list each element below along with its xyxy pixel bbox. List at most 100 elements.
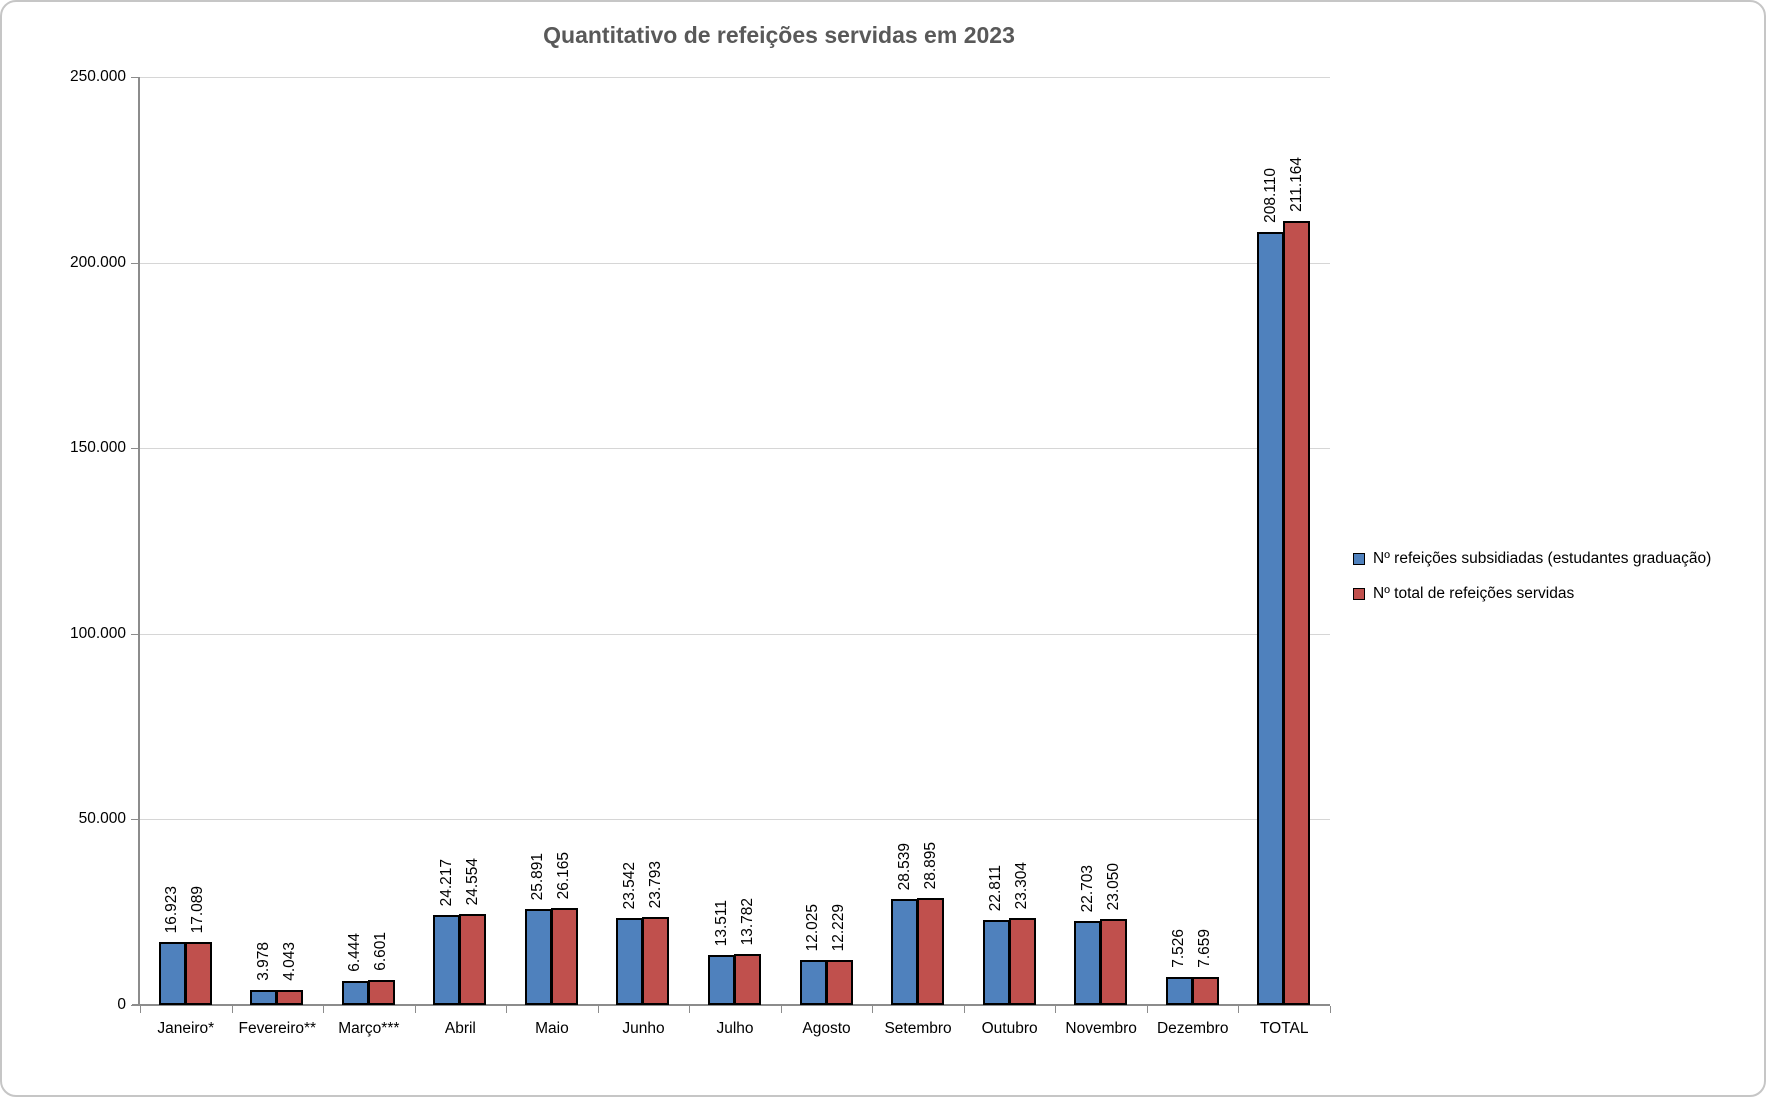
- bar-value-label-total-1: 17.089: [188, 885, 206, 933]
- x-axis-tick: [689, 1006, 690, 1013]
- bar-subsidiadas-13[interactable]: [1257, 232, 1284, 1005]
- bar-total-13[interactable]: [1283, 221, 1310, 1005]
- bar-total-8[interactable]: [826, 960, 853, 1005]
- x-axis-tick: [1330, 1006, 1331, 1013]
- x-axis-line: [132, 1004, 1330, 1006]
- gridline: [140, 634, 1330, 635]
- legend-swatch-red-icon: [1353, 588, 1365, 600]
- bar-value-label-subsidiadas-7: 13.511: [712, 899, 730, 946]
- x-category-label: Maio: [535, 1020, 569, 1037]
- bar-value-label-subsidiadas-1: 16.923: [162, 885, 180, 933]
- bar-value-label-total-13: 211.164: [1287, 157, 1305, 212]
- x-category-label: TOTAL: [1259, 1020, 1309, 1037]
- bar-value-label-total-2: 4.043: [280, 942, 298, 981]
- bar-value-label-subsidiadas-5: 25.891: [528, 852, 546, 900]
- bar-total-7[interactable]: [734, 954, 761, 1005]
- bar-subsidiadas-11[interactable]: [1074, 921, 1101, 1005]
- x-axis-tick: [232, 1006, 233, 1013]
- bar-value-label-subsidiadas-13: 208.110: [1261, 168, 1279, 223]
- bar-value-label-subsidiadas-2: 3.978: [254, 942, 272, 981]
- x-category-label: Março***: [338, 1020, 400, 1037]
- x-category-label: Fevereiro**: [238, 1020, 317, 1037]
- bar-subsidiadas-6[interactable]: [616, 918, 643, 1005]
- bar-subsidiadas-12[interactable]: [1166, 977, 1193, 1005]
- x-category-label: Outubro: [981, 1020, 1038, 1037]
- x-axis-tick: [781, 1006, 782, 1013]
- y-axis-label: 0: [117, 996, 126, 1013]
- bar-total-4[interactable]: [459, 914, 486, 1005]
- y-axis-label: 200.000: [69, 254, 126, 271]
- bar-total-6[interactable]: [642, 917, 669, 1005]
- bar-subsidiadas-8[interactable]: [800, 960, 827, 1005]
- x-category-label: Julho: [716, 1020, 754, 1037]
- bar-value-label-subsidiadas-11: 22.703: [1078, 864, 1096, 912]
- x-axis-tick: [1147, 1006, 1148, 1013]
- x-axis-tick: [872, 1006, 873, 1013]
- bar-total-9[interactable]: [917, 898, 944, 1005]
- bar-subsidiadas-4[interactable]: [433, 915, 460, 1005]
- bar-subsidiadas-5[interactable]: [525, 909, 552, 1005]
- bar-subsidiadas-7[interactable]: [708, 955, 735, 1005]
- bar-value-label-total-7: 13.782: [738, 897, 756, 945]
- bar-value-label-total-4: 24.554: [463, 857, 481, 905]
- x-axis-tick: [415, 1006, 416, 1013]
- x-category-label: Abril: [444, 1020, 476, 1037]
- bar-subsidiadas-10[interactable]: [983, 920, 1010, 1005]
- bar-subsidiadas-9[interactable]: [891, 899, 918, 1005]
- x-category-label: Dezembro: [1156, 1020, 1229, 1037]
- x-category-label: Junho: [622, 1020, 665, 1037]
- gridline: [140, 819, 1330, 820]
- bar-value-label-subsidiadas-8: 12.025: [803, 903, 821, 951]
- y-axis-tick: [131, 448, 139, 449]
- bar-value-label-total-10: 23.304: [1012, 861, 1030, 909]
- x-axis-tick: [964, 1006, 965, 1013]
- y-axis-label: 100.000: [69, 625, 126, 642]
- bar-subsidiadas-3[interactable]: [342, 981, 369, 1005]
- bar-value-label-total-11: 23.050: [1104, 862, 1122, 910]
- x-category-label: Novembro: [1065, 1020, 1137, 1037]
- x-axis-tick: [140, 1006, 141, 1013]
- bar-value-label-total-8: 12.229: [829, 903, 847, 951]
- x-category-label: Janeiro*: [157, 1020, 215, 1037]
- bar-value-label-subsidiadas-12: 7.526: [1169, 929, 1187, 968]
- legend-item-total[interactable]: Nº total de refeições servidas: [1353, 585, 1574, 603]
- x-axis-tick: [598, 1006, 599, 1013]
- bar-total-12[interactable]: [1192, 977, 1219, 1005]
- x-axis-tick: [323, 1006, 324, 1013]
- gridline: [140, 77, 1330, 78]
- legend-label-subsidiadas: Nº refeições subsidiadas (estudantes gra…: [1373, 550, 1712, 567]
- bar-total-5[interactable]: [551, 908, 578, 1005]
- bar-total-1[interactable]: [185, 942, 212, 1005]
- bar-total-3[interactable]: [368, 980, 395, 1005]
- x-axis-tick: [1055, 1006, 1056, 1013]
- bar-value-label-total-12: 7.659: [1195, 929, 1213, 968]
- x-category-label: Agosto: [802, 1020, 851, 1037]
- chart-title: Quantitativo de refeições servidas em 20…: [543, 22, 1015, 48]
- y-axis-tick: [131, 1005, 139, 1006]
- bar-value-label-total-6: 23.793: [646, 860, 664, 908]
- legend-item-subsidiadas[interactable]: Nº refeições subsidiadas (estudantes gra…: [1353, 550, 1711, 568]
- bar-subsidiadas-2[interactable]: [250, 990, 277, 1005]
- bar-value-label-subsidiadas-6: 23.542: [620, 861, 638, 909]
- y-axis-tick: [131, 263, 139, 264]
- bar-total-10[interactable]: [1009, 918, 1036, 1005]
- bar-value-label-total-3: 6.601: [371, 932, 389, 971]
- y-axis-line: [138, 77, 140, 1006]
- bar-subsidiadas-1[interactable]: [159, 942, 186, 1005]
- y-axis-label: 250.000: [69, 68, 126, 85]
- bar-total-11[interactable]: [1100, 919, 1127, 1005]
- gridline: [140, 448, 1330, 449]
- bar-value-label-total-9: 28.895: [921, 841, 939, 889]
- legend-label-total: Nº total de refeições servidas: [1373, 585, 1575, 602]
- y-axis-label: 50.000: [78, 810, 126, 827]
- gridline: [140, 263, 1330, 264]
- bar-value-label-subsidiadas-4: 24.217: [437, 858, 455, 906]
- y-axis-tick: [131, 634, 139, 635]
- x-axis-tick: [506, 1006, 507, 1013]
- y-axis-tick: [131, 77, 139, 78]
- x-category-label: Setembro: [884, 1020, 952, 1037]
- legend-swatch-blue-icon: [1353, 553, 1365, 565]
- bar-value-label-subsidiadas-3: 6.444: [345, 933, 363, 972]
- bar-total-2[interactable]: [276, 990, 303, 1005]
